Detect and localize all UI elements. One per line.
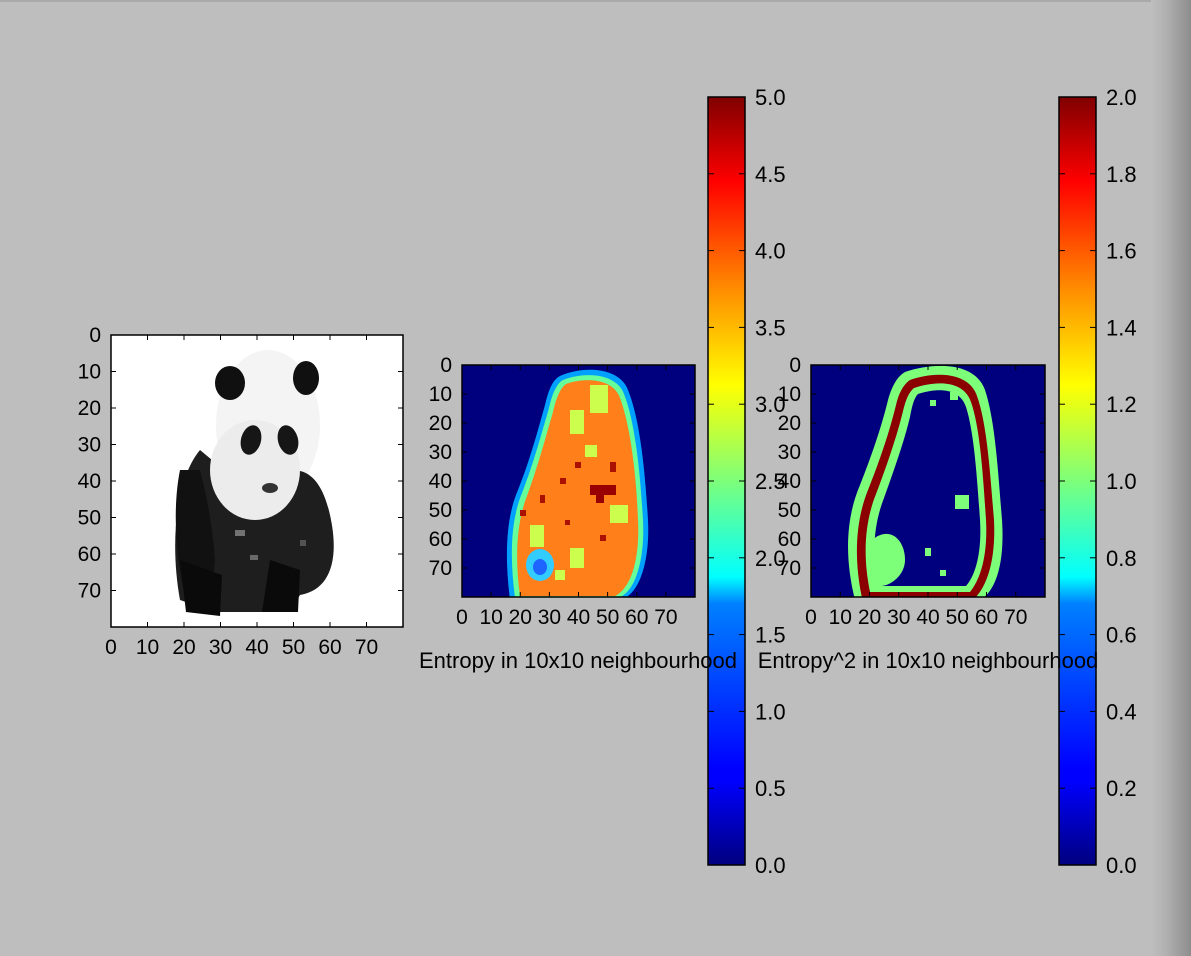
panel-3-xtick-label: 60	[975, 606, 998, 629]
colorbar-1-tick-label: 4.0	[755, 239, 786, 264]
panel-2-ytick-label: 10	[429, 383, 452, 406]
panel-2-xtick-label: 20	[509, 606, 532, 629]
colorbar-1-tick-label: 0.5	[755, 776, 786, 801]
colorbar-2-tick-label: 2.0	[1106, 85, 1137, 110]
panel-2-xtick-label: 70	[654, 606, 677, 629]
panel-3-xtick-label: 10	[829, 606, 852, 629]
panel-1-ytick-label: 40	[78, 470, 101, 493]
colorbar-2-tick-label: 1.0	[1106, 469, 1137, 494]
panel-3-ytick-label: 0	[789, 354, 801, 377]
panel-1-ytick-label: 0	[89, 324, 101, 347]
panel-3-xtick-label: 40	[916, 606, 939, 629]
panel-1-ytick-label: 60	[78, 543, 101, 566]
colorbar-1-tick-label: 4.5	[755, 162, 786, 187]
panel-1-ytick-label: 30	[78, 434, 101, 457]
panel-3-xtick-label: 50	[946, 606, 969, 629]
colorbar-1-tick-label: 0.0	[755, 853, 786, 878]
panel-2-xlabel: Entropy in 10x10 neighbourhood	[419, 648, 737, 673]
colorbar-2-tick-label: 0.0	[1106, 853, 1137, 878]
colorbar-1-tick-label: 2.0	[755, 546, 786, 571]
panel-3-axes: 0 10 20 30 40 50 60 70 0 10 20 30 40 50 60 70	[778, 354, 1045, 629]
panel-2-ytick-label: 20	[429, 412, 452, 435]
panel-2-xtick-label: 0	[456, 606, 468, 629]
colorbar-1-tick-label: 5.0	[755, 85, 786, 110]
colorbar-2-tick-label: 0.6	[1106, 623, 1137, 648]
panel-2-ytick-label: 60	[429, 528, 452, 551]
panel-1-image	[110, 334, 404, 628]
panel-3-ytick-label: 30	[778, 441, 801, 464]
panel-2-xtick-label: 10	[479, 606, 502, 629]
colorbar-2-tick-label: 0.8	[1106, 546, 1137, 571]
panel-2-ytick-label: 40	[429, 470, 452, 493]
colorbar-1-tick-label: 3.5	[755, 315, 786, 340]
panel-3-ytick-label: 70	[778, 557, 801, 580]
colorbar-2-tick-label: 1.8	[1106, 162, 1137, 187]
colorbar-1-ticks: 0.0 0.5 1.0 1.5 2.0 2.5 3.0 3.5 4.0 4.5 5.0	[708, 85, 786, 878]
panel-1-xtick-label: 60	[318, 636, 341, 659]
panel-1-xtick-label: 10	[136, 636, 159, 659]
panel-1-ytick-label: 70	[78, 580, 101, 603]
panel-1-xtick-label: 70	[355, 636, 378, 659]
panel-1-ytick-label: 20	[78, 397, 101, 420]
panel-3-image	[810, 364, 1046, 598]
panel-3-ytick-label: 10	[778, 383, 801, 406]
colorbar-2	[1058, 96, 1097, 866]
panel-2-axes: 0 10 20 30 40 50 60 70 0 10 20 30 40 50 60 70	[429, 354, 695, 629]
panel-2-xtick-label: 30	[538, 606, 561, 629]
window-top-border	[0, 0, 1191, 2]
panel-3-ytick-label: 60	[778, 528, 801, 551]
panel-1-ytick-label: 50	[78, 507, 101, 530]
panel-1-xtick-label: 20	[172, 636, 195, 659]
panel-3-ytick-label: 20	[778, 412, 801, 435]
colorbar-2-tick-label: 1.6	[1106, 239, 1137, 264]
colorbar-1-tick-label: 1.0	[755, 699, 786, 724]
panel-3-xlabel: Entropy^2 in 10x10 neighbourhood	[758, 648, 1099, 673]
colorbar-2-tick-label: 1.4	[1106, 315, 1137, 340]
window-right-edge	[1151, 0, 1191, 956]
colorbar-2-tick-label: 0.4	[1106, 699, 1137, 724]
colorbar-1-tick-label: 1.5	[755, 623, 786, 648]
colorbar-1	[707, 96, 746, 866]
panel-1-xtick-label: 40	[245, 636, 268, 659]
colorbar-1-tick-label: 3.0	[755, 392, 786, 417]
panel-2-xtick-label: 60	[625, 606, 648, 629]
panel-3-ytick-label: 50	[778, 499, 801, 522]
colorbar-2-ticks: 0.0 0.2 0.4 0.6 0.8 1.0 1.2 1.4 1.6 1.8 2.0	[1059, 85, 1137, 878]
panel-2-ytick-label: 70	[429, 557, 452, 580]
panel-3-xtick-label: 70	[1004, 606, 1027, 629]
panel-2-ytick-label: 30	[429, 441, 452, 464]
panel-3-ytick-label: 40	[778, 470, 801, 493]
panel-1-ytick-label: 10	[78, 361, 101, 384]
panel-1-xtick-label: 30	[209, 636, 232, 659]
panel-2-xtick-label: 40	[567, 606, 590, 629]
panel-1-xtick-label: 50	[282, 636, 305, 659]
panel-2-ytick-label: 50	[429, 499, 452, 522]
colorbar-2-tick-label: 1.2	[1106, 392, 1137, 417]
panel-1-axes: 0 10 20 30 40 50 60 70 0 10 20 30 40 50 60 70	[78, 324, 403, 659]
colorbar-2-tick-label: 0.2	[1106, 776, 1137, 801]
panel-2-ytick-label: 0	[440, 354, 452, 377]
panel-2-xtick-label: 50	[596, 606, 619, 629]
colorbar-1-tick-label: 2.5	[755, 469, 786, 494]
panel-2-image	[461, 364, 696, 598]
panel-3-xtick-label: 20	[858, 606, 881, 629]
panel-1-xtick-label: 0	[105, 636, 117, 659]
panel-3-xtick-label: 0	[805, 606, 817, 629]
panel-3-xtick-label: 30	[887, 606, 910, 629]
